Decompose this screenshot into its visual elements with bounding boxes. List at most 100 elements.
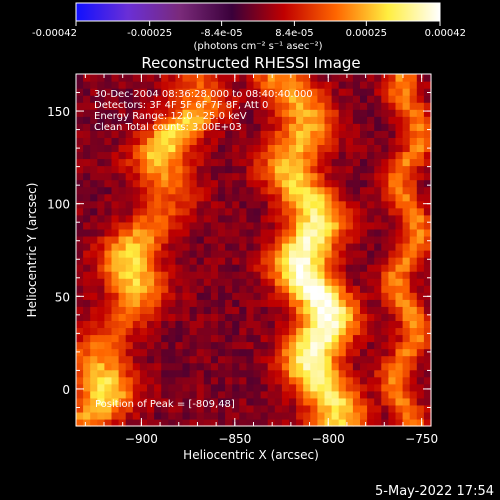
heatmap-cell [196,235,205,244]
heatmap-cell [324,200,333,209]
heatmap-cell [196,228,205,237]
heatmap-cell [232,341,240,350]
heatmap-cell [345,362,354,371]
heatmap-cell [352,144,361,153]
heatmap-cell [374,88,382,96]
heatmap-cell [303,144,311,153]
heatmap-cell [239,271,247,279]
heatmap-cell [97,221,105,230]
heatmap-cell [345,299,354,307]
heatmap-cell [303,355,311,364]
heatmap-cell [402,74,411,82]
heatmap-cell [97,102,105,110]
heatmap-cell [367,123,375,131]
heatmap-cell [218,179,226,188]
heatmap-cell [189,200,198,209]
heatmap-cell [360,123,368,131]
heatmap-cell [303,102,311,110]
heatmap-cell [232,242,240,251]
heatmap-cell [281,264,290,272]
heatmap-cell [381,383,389,392]
heatmap-cell [168,278,176,286]
heatmap-cell [402,186,411,195]
heatmap-cell [147,81,155,89]
heatmap-cell [83,102,91,110]
heatmap-cell [239,383,247,392]
heatmap-cell [267,334,276,343]
heatmap-cell [111,257,120,265]
heatmap-cell [409,334,418,343]
heatmap-cell [182,116,191,124]
heatmap-cell [225,144,233,153]
heatmap-cell [97,214,105,223]
heatmap-cell [395,235,404,244]
heatmap-cell [246,264,255,272]
heatmap-cell [303,172,311,181]
heatmap-cell [388,179,397,188]
heatmap-cell [260,271,269,279]
heatmap-cell [196,397,205,406]
heatmap-cell [125,207,134,216]
heatmap-cell [338,306,347,314]
heatmap-cell [331,74,340,82]
heatmap-cell [360,348,368,357]
heatmap-cell [203,355,212,364]
heatmap-cell [104,242,113,251]
heatmap-cell [182,214,191,223]
heatmap-cell [317,327,326,336]
heatmap-cell [274,390,283,399]
heatmap-cell [161,362,169,371]
heatmap-cell [232,137,240,145]
heatmap-cell [289,165,297,174]
heatmap-cell [274,144,283,153]
heatmap-cell [317,390,326,399]
heatmap-cell [83,228,91,237]
heatmap-cell [132,137,141,145]
heatmap-cell [260,123,269,131]
heatmap-cell [331,264,340,272]
heatmap-cell [374,95,382,103]
heatmap-cell [83,376,91,385]
heatmap-cell [289,299,297,307]
heatmap-cell [182,271,191,279]
heatmap-cell [416,242,425,251]
heatmap-cell [182,186,191,195]
heatmap-cell [402,144,411,153]
heatmap-cell [111,299,120,307]
heatmap-cell [324,81,333,89]
heatmap-cell [97,369,105,378]
heatmap-cell [416,207,425,216]
heatmap-cell [76,123,84,131]
heatmap-cell [161,369,169,378]
heatmap-cell [345,264,354,272]
heatmap-cell [182,221,191,230]
heatmap-cell [225,151,233,160]
heatmap-cell [189,320,198,329]
heatmap-cell [147,264,155,272]
heatmap-cell [147,158,155,167]
heatmap-cell [132,214,141,223]
heatmap-cell [423,228,432,237]
heatmap-cell [352,369,361,378]
heatmap-cell [239,214,247,223]
heatmap-cell [423,95,432,103]
heatmap-cell [416,109,425,117]
heatmap-cell [289,264,297,272]
heatmap-cell [367,95,375,103]
heatmap-cell [345,179,354,188]
heatmap-cell [83,418,91,427]
heatmap-cell [118,235,127,244]
heatmap-cell [104,74,113,82]
heatmap-cell [274,130,283,138]
heatmap-cell [139,165,148,174]
heatmap-cell [260,397,269,406]
heatmap-cell [367,278,375,286]
heatmap-cell [189,74,198,82]
heatmap-cell [104,320,113,329]
heatmap-cell [225,74,233,82]
heatmap-cell [83,130,91,138]
heatmap-cell [289,186,297,195]
heatmap-cell [296,109,304,117]
heatmap-cell [132,250,141,258]
heatmap-cell [90,292,98,300]
